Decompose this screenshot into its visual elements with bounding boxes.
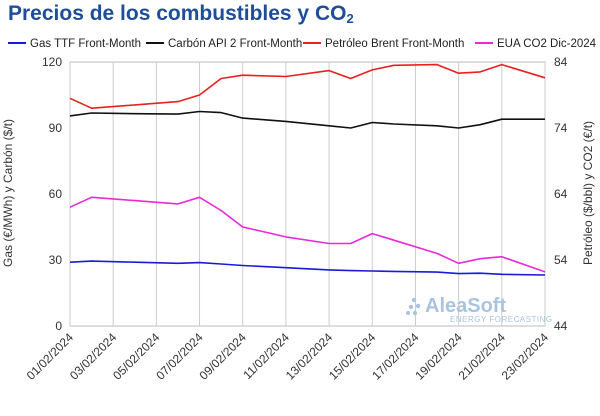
legend-item: Carbón API 2 Front-Month [146, 38, 302, 50]
chart-title: Precios de los combustibles y CO2 [8, 2, 354, 26]
y-right-tick-label: 64 [554, 187, 568, 201]
y-left-tick-label: 0 [55, 319, 62, 333]
y-right-tick-label: 84 [554, 55, 568, 69]
plot-frame [69, 61, 546, 327]
legend-label: EUA CO2 Dic-2024 [497, 38, 597, 50]
x-tick-label: 09/02/2024 [196, 330, 249, 383]
legend-item: Gas TTF Front-Month [8, 38, 141, 50]
watermark-tagline: ENERGY FORECASTING [450, 315, 553, 324]
series-line-eua-co2-dic-2024 [69, 196, 546, 273]
y-right-tick-label: 44 [554, 319, 568, 333]
aleasoft-watermark: AleaSoft ENERGY FORECASTING [406, 295, 553, 324]
legend-item: EUA CO2 Dic-2024 [475, 38, 597, 50]
legend-label: Carbón API 2 Front-Month [168, 38, 302, 50]
y-left-tick-label: 30 [49, 253, 63, 267]
series-line-carb-n-api-2-front-month [69, 110, 545, 129]
y-axis-right-label: Petróleo ($/bbl) y CO2 (€/t) [581, 121, 595, 265]
y-axis-left-label: Gas (€/MWh) y Carbón ($/t) [1, 119, 15, 267]
series-line-gas-ttf-front-month [69, 260, 546, 276]
series-line-petr-leo-brent-front-month [69, 63, 546, 109]
x-tick-label: 23/02/2024 [499, 330, 552, 383]
legend-item: Petróleo Brent Front-Month [303, 38, 464, 50]
aleasoft-logo-icon [406, 297, 421, 316]
y-left-tick-label: 60 [49, 187, 63, 201]
y-left-tick-label: 120 [42, 55, 62, 69]
y-left-tick-label: 90 [49, 121, 63, 135]
legend-label: Gas TTF Front-Month [30, 38, 141, 50]
watermark-brand: AleaSoft [425, 295, 506, 317]
y-right-tick-label: 54 [554, 253, 568, 267]
legend-label: Petróleo Brent Front-Month [325, 38, 464, 50]
y-right-tick-label: 74 [554, 121, 568, 135]
